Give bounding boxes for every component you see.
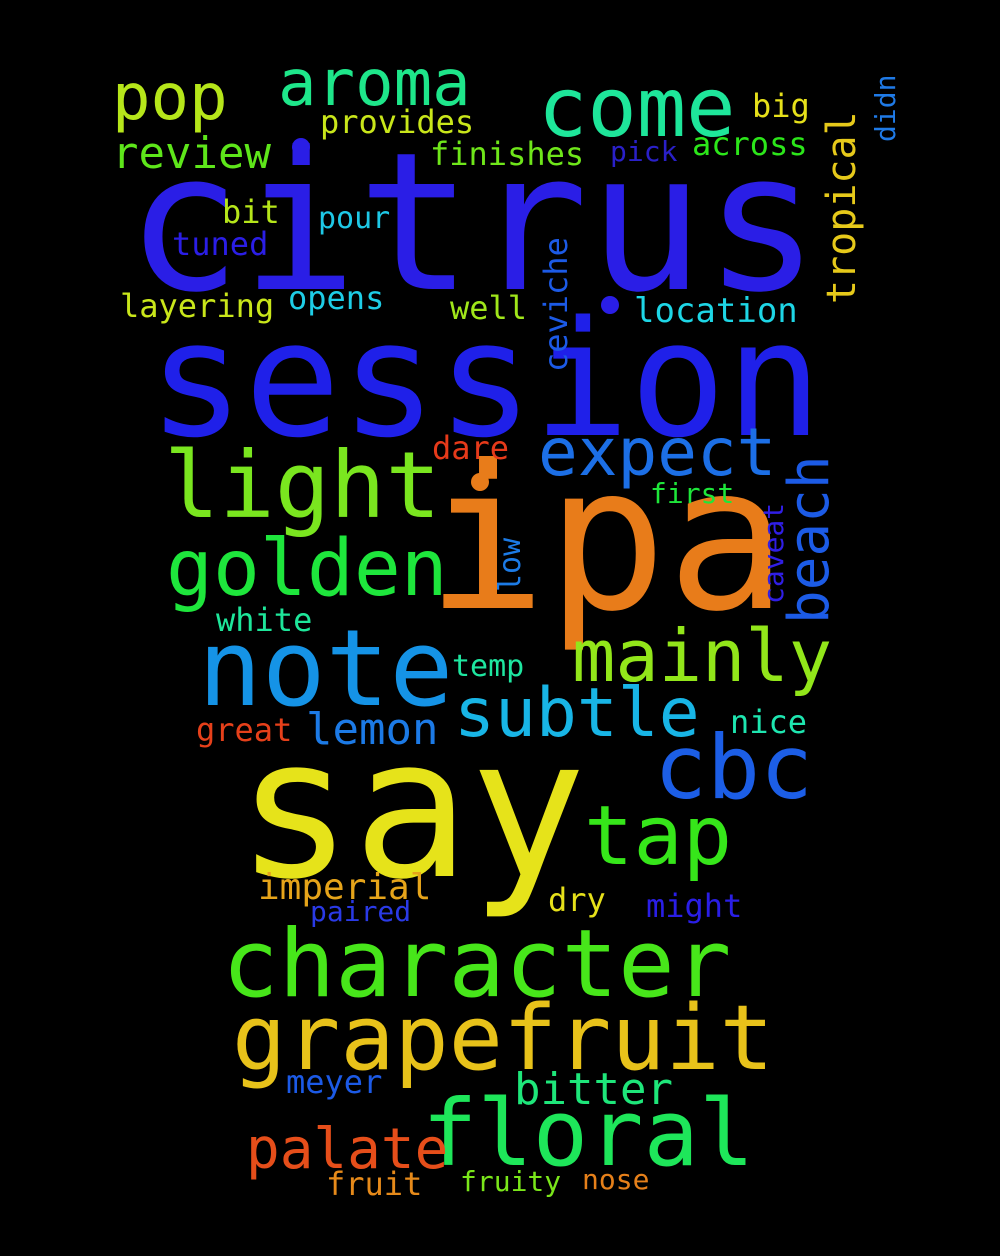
word-nice: nice bbox=[730, 703, 808, 741]
word-pour: pour bbox=[318, 201, 391, 236]
word-session: session bbox=[148, 286, 823, 473]
word-citrus: citrus bbox=[126, 112, 820, 335]
word-meyer: meyer bbox=[286, 1063, 383, 1101]
word-expect: expect bbox=[538, 414, 777, 491]
word-low: low bbox=[493, 537, 528, 592]
word-pop: pop bbox=[112, 61, 228, 135]
dot-mark bbox=[601, 296, 619, 314]
word-tap: tap bbox=[584, 789, 733, 884]
word-great: great bbox=[196, 711, 293, 749]
word-light: light bbox=[164, 432, 441, 539]
word-floral: floral bbox=[422, 1080, 755, 1187]
word-tuned: tuned bbox=[172, 225, 269, 263]
word-bitter: bitter bbox=[514, 1064, 673, 1115]
word-character: character bbox=[222, 910, 732, 1019]
word-first: first bbox=[650, 477, 735, 510]
word-across: across bbox=[692, 125, 808, 163]
word-opens: opens bbox=[288, 279, 385, 317]
word-ceviche: ceviche bbox=[537, 237, 575, 372]
word-mainly: mainly bbox=[572, 614, 833, 698]
word-lemon: lemon bbox=[306, 704, 439, 755]
word-imperial: imperial bbox=[258, 867, 432, 908]
word-nose: nose bbox=[582, 1163, 650, 1196]
word-ipa: ipa bbox=[426, 423, 788, 656]
word-didn: didn bbox=[869, 74, 902, 142]
word-review: review bbox=[112, 128, 271, 179]
word-say: say bbox=[236, 696, 587, 922]
word-big: big bbox=[752, 87, 810, 125]
word-might: might bbox=[646, 887, 743, 925]
word-note: note bbox=[198, 607, 454, 730]
word-provides: provides bbox=[320, 103, 475, 141]
word-beach: beach bbox=[777, 455, 842, 624]
word-white: white bbox=[216, 601, 313, 639]
dot-mark bbox=[471, 473, 489, 491]
word-grapefruit: grapefruit bbox=[232, 986, 774, 1091]
word-palate: palate bbox=[246, 1117, 449, 1182]
word-cbc: cbc bbox=[654, 716, 813, 819]
word-pick: pick bbox=[610, 135, 678, 168]
word-subtle: subtle bbox=[454, 674, 700, 753]
word-tropical: tropical bbox=[819, 111, 865, 304]
word-well: well bbox=[450, 289, 528, 327]
word-bit: bit bbox=[222, 193, 280, 231]
word-location: location bbox=[634, 291, 798, 331]
word-temp: temp bbox=[452, 649, 525, 684]
word-dare: dare bbox=[432, 429, 510, 467]
word-aroma: aroma bbox=[278, 47, 471, 121]
word-fruity: fruity bbox=[460, 1165, 562, 1198]
dot-mark bbox=[292, 138, 310, 156]
word-layering: layering bbox=[120, 287, 275, 325]
word-come: come bbox=[538, 61, 736, 156]
word-paired: paired bbox=[310, 895, 412, 928]
word-dry: dry bbox=[548, 881, 606, 919]
word-fruit: fruit bbox=[326, 1165, 423, 1203]
word-golden: golden bbox=[166, 524, 448, 614]
word-caveat: caveat bbox=[757, 502, 790, 604]
word-finishes: finishes bbox=[430, 135, 585, 173]
